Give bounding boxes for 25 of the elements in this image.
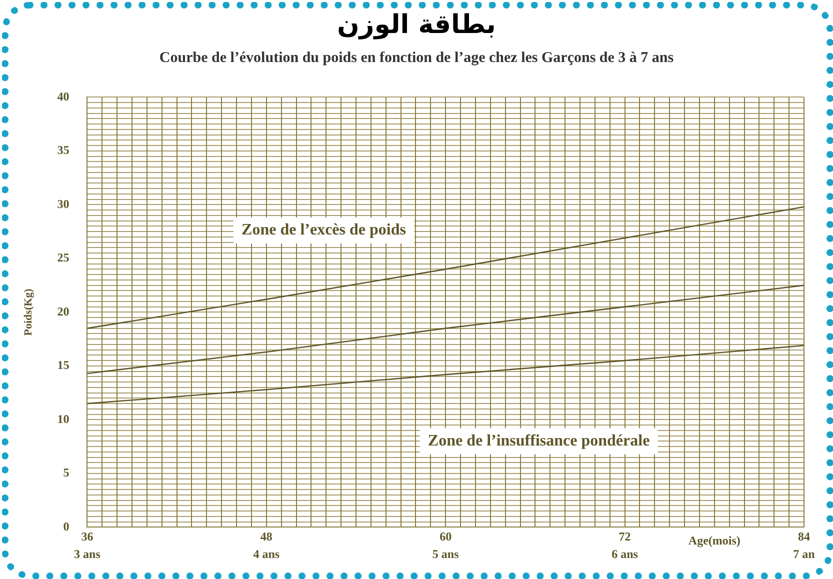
- y-tick-label: 30: [57, 196, 70, 211]
- y-tick-label: 0: [63, 519, 70, 534]
- x2-tick-label: 6 ans: [612, 546, 638, 561]
- chart-title: بطاقة الوزن: [336, 10, 497, 40]
- annotation: Zone de l’excès de poids: [242, 222, 406, 239]
- x-tick-label: 60: [440, 529, 452, 544]
- y-axis-title: Poids(Kg): [22, 288, 34, 336]
- y-tick-label: 5: [63, 466, 70, 480]
- chart-subtitle: Courbe de l’évolution du poids en fonction de l’age chez les Garçons de 3 à 7 ans: [158, 50, 675, 67]
- y-tick-label: 35: [57, 143, 70, 158]
- y-tick-label: 10: [57, 412, 70, 426]
- x-tick-label: 48: [260, 529, 272, 544]
- x2-tick-label: 5 ans: [432, 546, 460, 561]
- x-tick-label: 84: [798, 529, 810, 544]
- x-axis-title: Age(mois): [688, 533, 740, 548]
- y-tick-label: 40: [57, 89, 70, 104]
- y-tick-label: 15: [57, 358, 70, 372]
- annotation: Zone de l’insuffisance pondérale: [428, 432, 650, 450]
- y-tick-label: 25: [57, 250, 70, 265]
- x2-tick-label: 7 an: [793, 546, 816, 561]
- x2-tick-label: 4 ans: [253, 546, 280, 561]
- x-tick-label: 72: [618, 529, 631, 544]
- x2-tick-label: 3 ans: [74, 546, 101, 561]
- y-tick-label: 20: [57, 304, 70, 318]
- x-tick-label: 36: [81, 529, 94, 544]
